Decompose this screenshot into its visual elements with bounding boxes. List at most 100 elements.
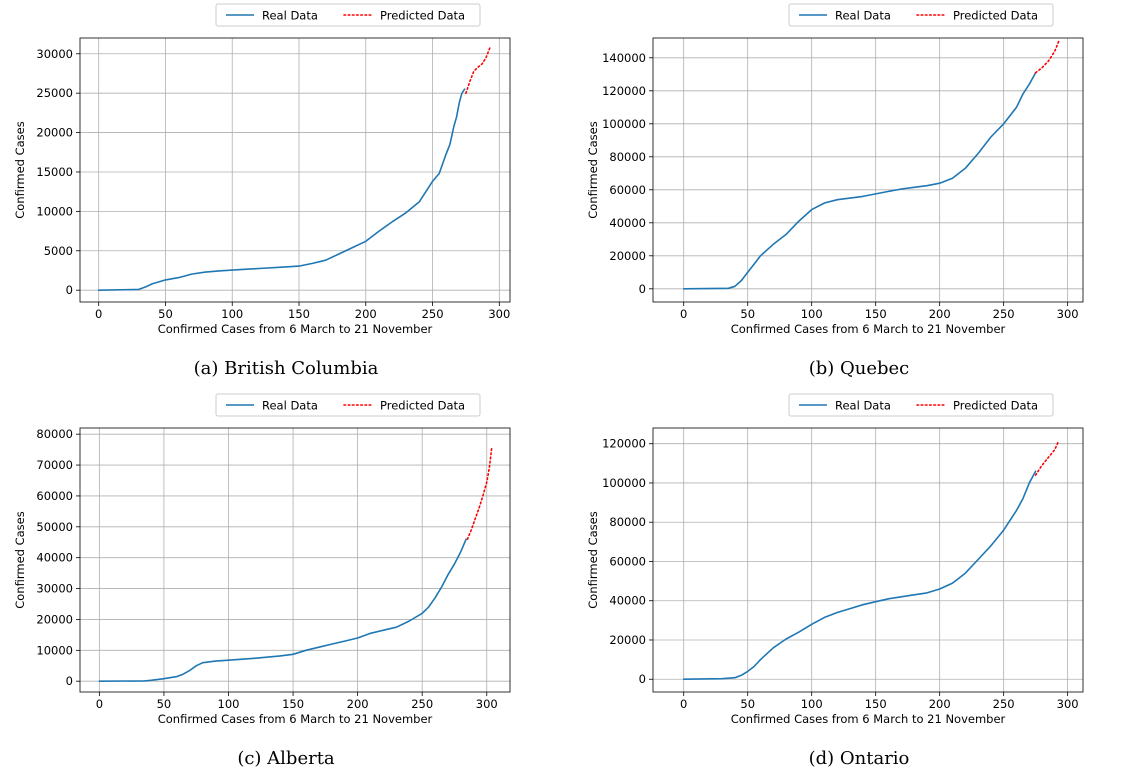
predicted-data-line — [465, 46, 491, 94]
y-tick-label: 120000 — [602, 84, 646, 98]
chart-caption: (b) Quebec — [808, 358, 910, 379]
y-tick-label: 20000 — [36, 612, 73, 626]
x-tick-label: 200 — [929, 697, 951, 711]
y-tick-label: 120000 — [602, 437, 646, 451]
y-tick-label: 140000 — [602, 51, 646, 65]
x-axis-label: Confirmed Cases from 6 March to 21 Novem… — [731, 712, 1006, 726]
y-tick-label: 40000 — [36, 551, 73, 565]
x-tick-label: 50 — [157, 697, 172, 711]
x-tick-label: 0 — [680, 697, 687, 711]
chart-panel-ontario: 0 50 100 150 200 250 300 0 20000 40000 60000 80000 1… — [573, 390, 1145, 777]
y-tick-label: 15000 — [36, 165, 73, 179]
x-tick-label: 50 — [158, 307, 173, 321]
y-tick-label: 80000 — [609, 150, 646, 164]
x-tick-label: 300 — [1057, 307, 1079, 321]
legend: Real Data Predicted Data — [788, 3, 1054, 27]
real-data-line — [682, 470, 1037, 681]
x-tick-label: 250 — [993, 697, 1015, 711]
grid-lines — [653, 428, 1083, 692]
x-tick-label: 200 — [929, 307, 951, 321]
chart-panel-quebec: 0 50 100 150 200 250 300 0 20000 40000 60000 80000 1… — [573, 0, 1145, 387]
y-tick-label: 80000 — [609, 515, 646, 529]
y-axis-label: Confirmed Cases — [586, 121, 600, 219]
x-tick-label: 150 — [288, 307, 310, 321]
y-tick-label: 0 — [66, 674, 73, 688]
x-tick-label: 100 — [218, 697, 240, 711]
y-tick-label: 50000 — [36, 520, 73, 534]
legend-real-label: Real Data — [262, 399, 318, 413]
y-tick-label: 70000 — [36, 458, 73, 472]
x-tick-label: 100 — [801, 697, 823, 711]
x-axis-label: Confirmed Cases from 6 March to 21 Novem… — [158, 322, 433, 336]
x-tick-label: 250 — [993, 307, 1015, 321]
chart-caption: (c) Alberta — [237, 748, 335, 769]
axes-frame — [652, 37, 1084, 303]
y-axis-label: Confirmed Cases — [13, 511, 27, 609]
legend-predicted-label: Predicted Data — [380, 9, 465, 23]
chart-caption: (d) Ontario — [808, 748, 910, 769]
y-tick-label: 60000 — [609, 183, 646, 197]
real-data-line — [682, 71, 1037, 290]
grid-lines — [80, 428, 510, 692]
x-tick-label: 100 — [221, 307, 243, 321]
y-tick-label: 20000 — [609, 633, 646, 647]
x-tick-label: 150 — [865, 697, 887, 711]
y-tick-label: 0 — [639, 282, 646, 296]
chart-caption: (a) British Columbia — [193, 358, 379, 379]
chart-svg: 0 50 100 150 200 250 300 0 5000 10000 15000 20000 25… — [13, 3, 511, 336]
y-tick-label: 80000 — [36, 427, 73, 441]
y-tick-label: 0 — [639, 672, 646, 686]
legend-predicted-label: Predicted Data — [953, 399, 1038, 413]
y-tick-label: 10000 — [36, 204, 73, 218]
chart-panel-british-columbia: 0 50 100 150 200 250 300 0 5000 10000 15000 20000 25… — [0, 0, 572, 387]
legend-real-label: Real Data — [835, 399, 891, 413]
y-tick-label: 40000 — [609, 594, 646, 608]
chart-panel-alberta: 0 50 100 150 200 250 300 0 10000 20000 30000 40000 5… — [0, 390, 572, 777]
x-tick-label: 300 — [1057, 697, 1079, 711]
x-tick-label: 0 — [95, 307, 102, 321]
predicted-data-line — [1034, 40, 1060, 74]
x-tick-label: 200 — [347, 697, 369, 711]
y-tick-label: 25000 — [36, 86, 73, 100]
legend-real-label: Real Data — [262, 9, 318, 23]
x-axis-label: Confirmed Cases from 6 March to 21 Novem… — [731, 322, 1006, 336]
grid-lines — [80, 38, 510, 302]
y-tick-label: 20000 — [609, 249, 646, 263]
legend-predicted-label: Predicted Data — [953, 9, 1038, 23]
legend: Real Data Predicted Data — [215, 3, 481, 27]
predicted-data-line — [1034, 439, 1060, 476]
x-tick-label: 200 — [355, 307, 377, 321]
y-tick-label: 5000 — [44, 244, 73, 258]
legend-real-label: Real Data — [835, 9, 891, 23]
predicted-data-line — [466, 445, 493, 540]
axes-frame — [79, 427, 511, 693]
y-axis-label: Confirmed Cases — [13, 121, 27, 219]
x-tick-label: 100 — [801, 307, 823, 321]
x-tick-label: 250 — [422, 307, 444, 321]
y-tick-label: 60000 — [609, 554, 646, 568]
x-tick-label: 300 — [476, 697, 498, 711]
x-tick-label: 250 — [411, 697, 433, 711]
chart-svg: 0 50 100 150 200 250 300 0 20000 40000 60000 80000 1… — [586, 3, 1084, 336]
y-tick-label: 60000 — [36, 489, 73, 503]
x-tick-label: 150 — [865, 307, 887, 321]
axes-frame — [652, 427, 1084, 693]
legend: Real Data Predicted Data — [788, 393, 1054, 417]
x-tick-label: 0 — [96, 697, 103, 711]
y-axis-label: Confirmed Cases — [586, 511, 600, 609]
y-tick-label: 20000 — [36, 126, 73, 140]
chart-svg: 0 50 100 150 200 250 300 0 20000 40000 60000 80000 1… — [586, 393, 1084, 726]
y-tick-label: 30000 — [36, 47, 73, 61]
real-data-line — [97, 88, 466, 292]
grid-lines — [653, 38, 1083, 302]
real-data-line — [98, 538, 467, 683]
y-tick-label: 40000 — [609, 216, 646, 230]
x-axis-label: Confirmed Cases from 6 March to 21 Novem… — [158, 712, 433, 726]
legend-predicted-label: Predicted Data — [380, 399, 465, 413]
legend: Real Data Predicted Data — [215, 393, 481, 417]
x-tick-label: 50 — [740, 307, 755, 321]
y-tick-label: 0 — [66, 283, 73, 297]
x-tick-label: 300 — [488, 307, 510, 321]
y-tick-label: 100000 — [602, 476, 646, 490]
x-tick-label: 150 — [282, 697, 304, 711]
